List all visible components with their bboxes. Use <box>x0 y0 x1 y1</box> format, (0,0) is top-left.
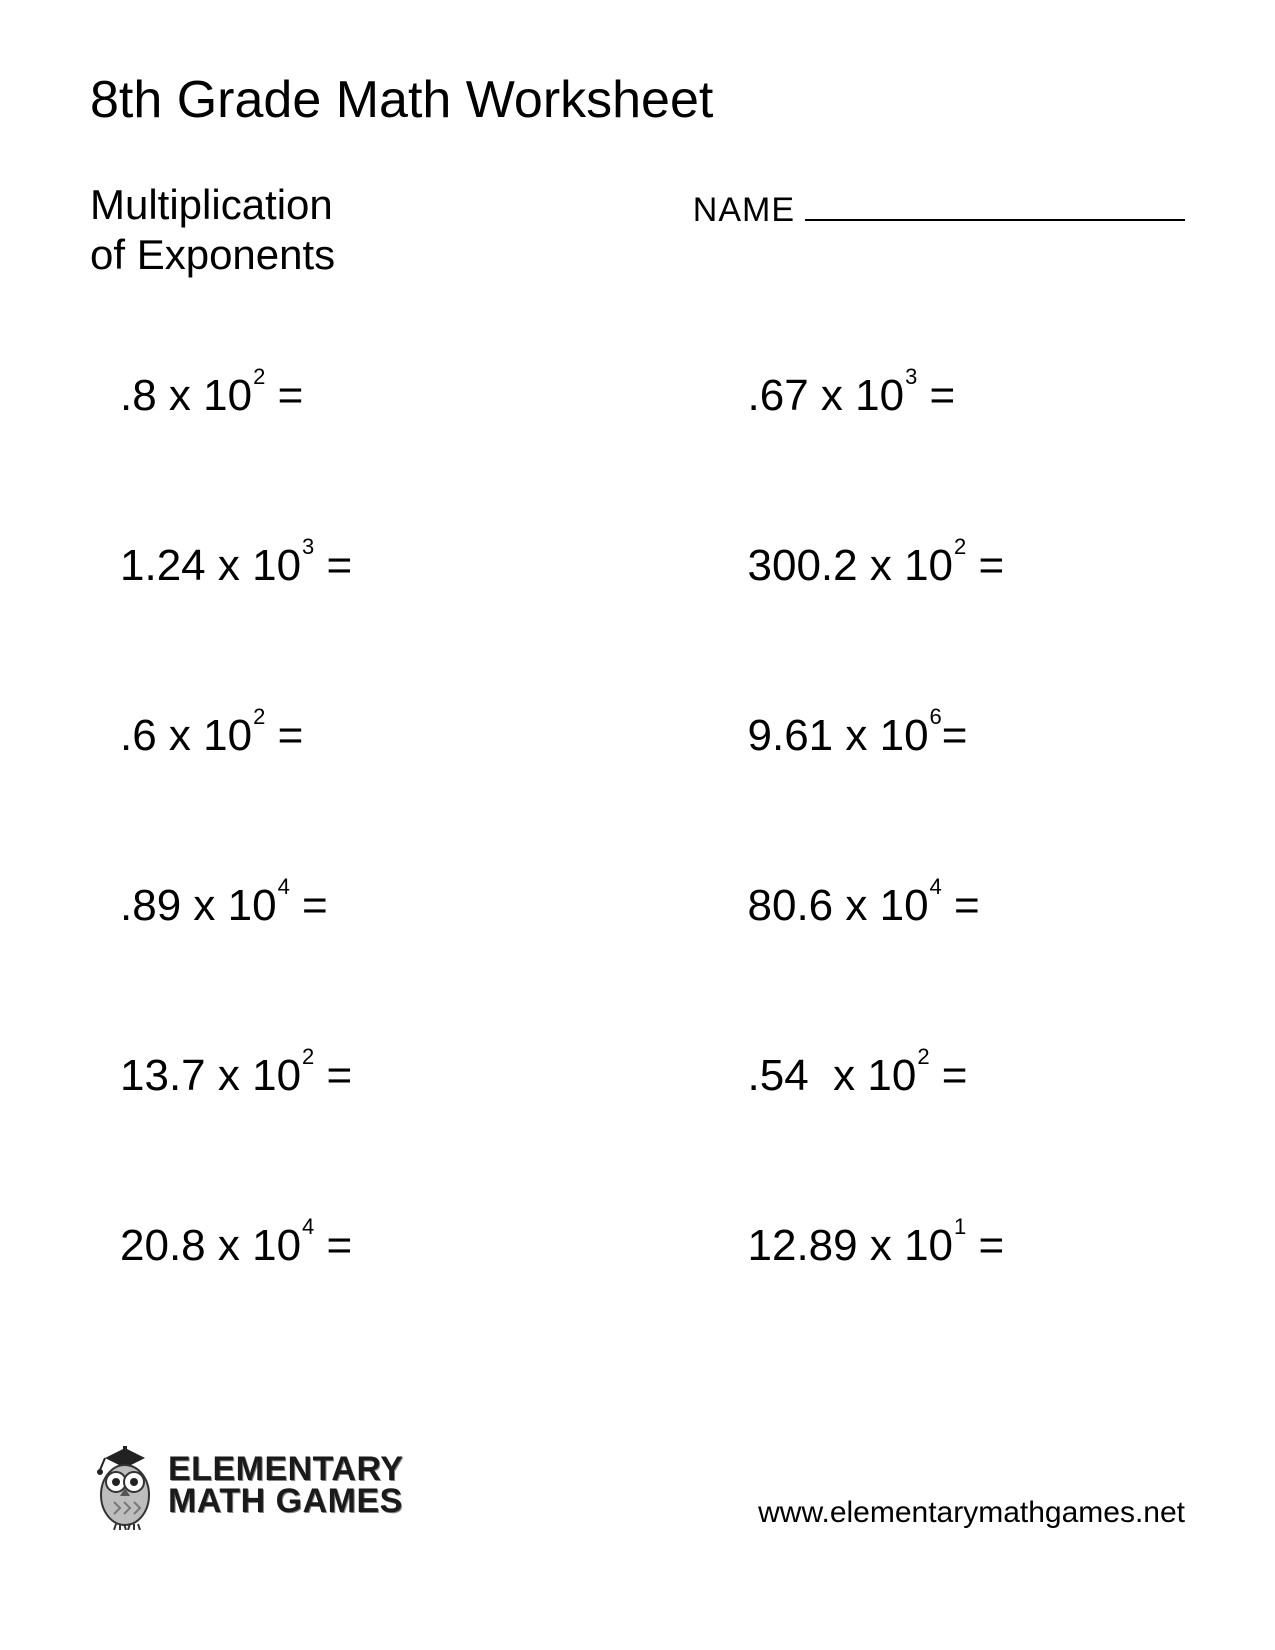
exp: 2 <box>302 1044 314 1069</box>
subtitle-line1: Multiplication <box>90 181 333 228</box>
problem-left-4: .89 x 104 = <box>120 881 628 931</box>
problem-left-5: 13.7 x 102 = <box>120 1051 628 1101</box>
base: 10 <box>867 1051 916 1100</box>
problem-left-6: 20.8 x 104 = <box>120 1221 628 1271</box>
base: 10 <box>228 881 277 930</box>
problem-right-3: 9.61 x 106= <box>668 711 1176 761</box>
base: 10 <box>252 1051 301 1100</box>
coef: 13.7 <box>120 1051 206 1100</box>
coef: .67 <box>748 371 809 420</box>
name-field: NAME <box>693 184 1185 230</box>
coef: 300.2 <box>748 541 858 590</box>
subtitle-line2: of Exponents <box>90 231 335 278</box>
base: 10 <box>904 541 953 590</box>
coef: 20.8 <box>120 1221 206 1270</box>
worksheet-subtitle: Multiplication of Exponents <box>90 180 335 281</box>
logo-text: ELEMENTARY MATH GAMES <box>168 1453 403 1518</box>
base: 10 <box>880 711 929 760</box>
problems-grid: .8 x 102 = .67 x 103 = 1.24 x 103 = 300.… <box>90 371 1185 1271</box>
exp: 4 <box>278 874 290 899</box>
coef: 80.6 <box>748 881 834 930</box>
exp: 2 <box>253 704 265 729</box>
problem-right-6: 12.89 x 101 = <box>668 1221 1176 1271</box>
exp: 2 <box>917 1044 929 1069</box>
base: 10 <box>203 711 252 760</box>
base: 10 <box>904 1221 953 1270</box>
coef: 9.61 <box>748 711 834 760</box>
problem-right-2: 300.2 x 102 = <box>668 541 1176 591</box>
coef: .89 <box>120 881 181 930</box>
problem-right-1: .67 x 103 = <box>668 371 1176 421</box>
name-input-line[interactable] <box>805 184 1185 221</box>
problem-right-5: .54 x 102 = <box>668 1051 1176 1101</box>
problem-left-2: 1.24 x 103 = <box>120 541 628 591</box>
coef: .8 <box>120 371 157 420</box>
exp: 4 <box>302 1214 314 1239</box>
header-row: Multiplication of Exponents NAME <box>90 180 1185 281</box>
base: 10 <box>855 371 904 420</box>
base: 10 <box>880 881 929 930</box>
name-label: NAME <box>693 191 795 230</box>
owl-icon <box>90 1440 160 1530</box>
exp: 2 <box>954 534 966 559</box>
exp: 1 <box>954 1214 966 1239</box>
base: 10 <box>252 1221 301 1270</box>
footer: ELEMENTARY MATH GAMES www.elementarymath… <box>90 1440 1185 1530</box>
problem-left-1: .8 x 102 = <box>120 371 628 421</box>
exp: 6 <box>930 704 942 729</box>
exp: 2 <box>253 364 265 389</box>
footer-url: www.elementarymathgames.net <box>758 1496 1185 1530</box>
exp: 3 <box>905 364 917 389</box>
problem-left-3: .6 x 102 = <box>120 711 628 761</box>
coef: .54 <box>748 1051 809 1100</box>
logo-line2: MATH GAMES <box>168 1482 403 1520</box>
coef: 12.89 <box>748 1221 858 1270</box>
problem-right-4: 80.6 x 104 = <box>668 881 1176 931</box>
base: 10 <box>203 371 252 420</box>
exp: 4 <box>930 874 942 899</box>
exp: 3 <box>302 534 314 559</box>
page-title: 8th Grade Math Worksheet <box>90 70 1185 130</box>
base: 10 <box>252 541 301 590</box>
coef: 1.24 <box>120 541 206 590</box>
logo: ELEMENTARY MATH GAMES <box>90 1440 403 1530</box>
coef: .6 <box>120 711 157 760</box>
